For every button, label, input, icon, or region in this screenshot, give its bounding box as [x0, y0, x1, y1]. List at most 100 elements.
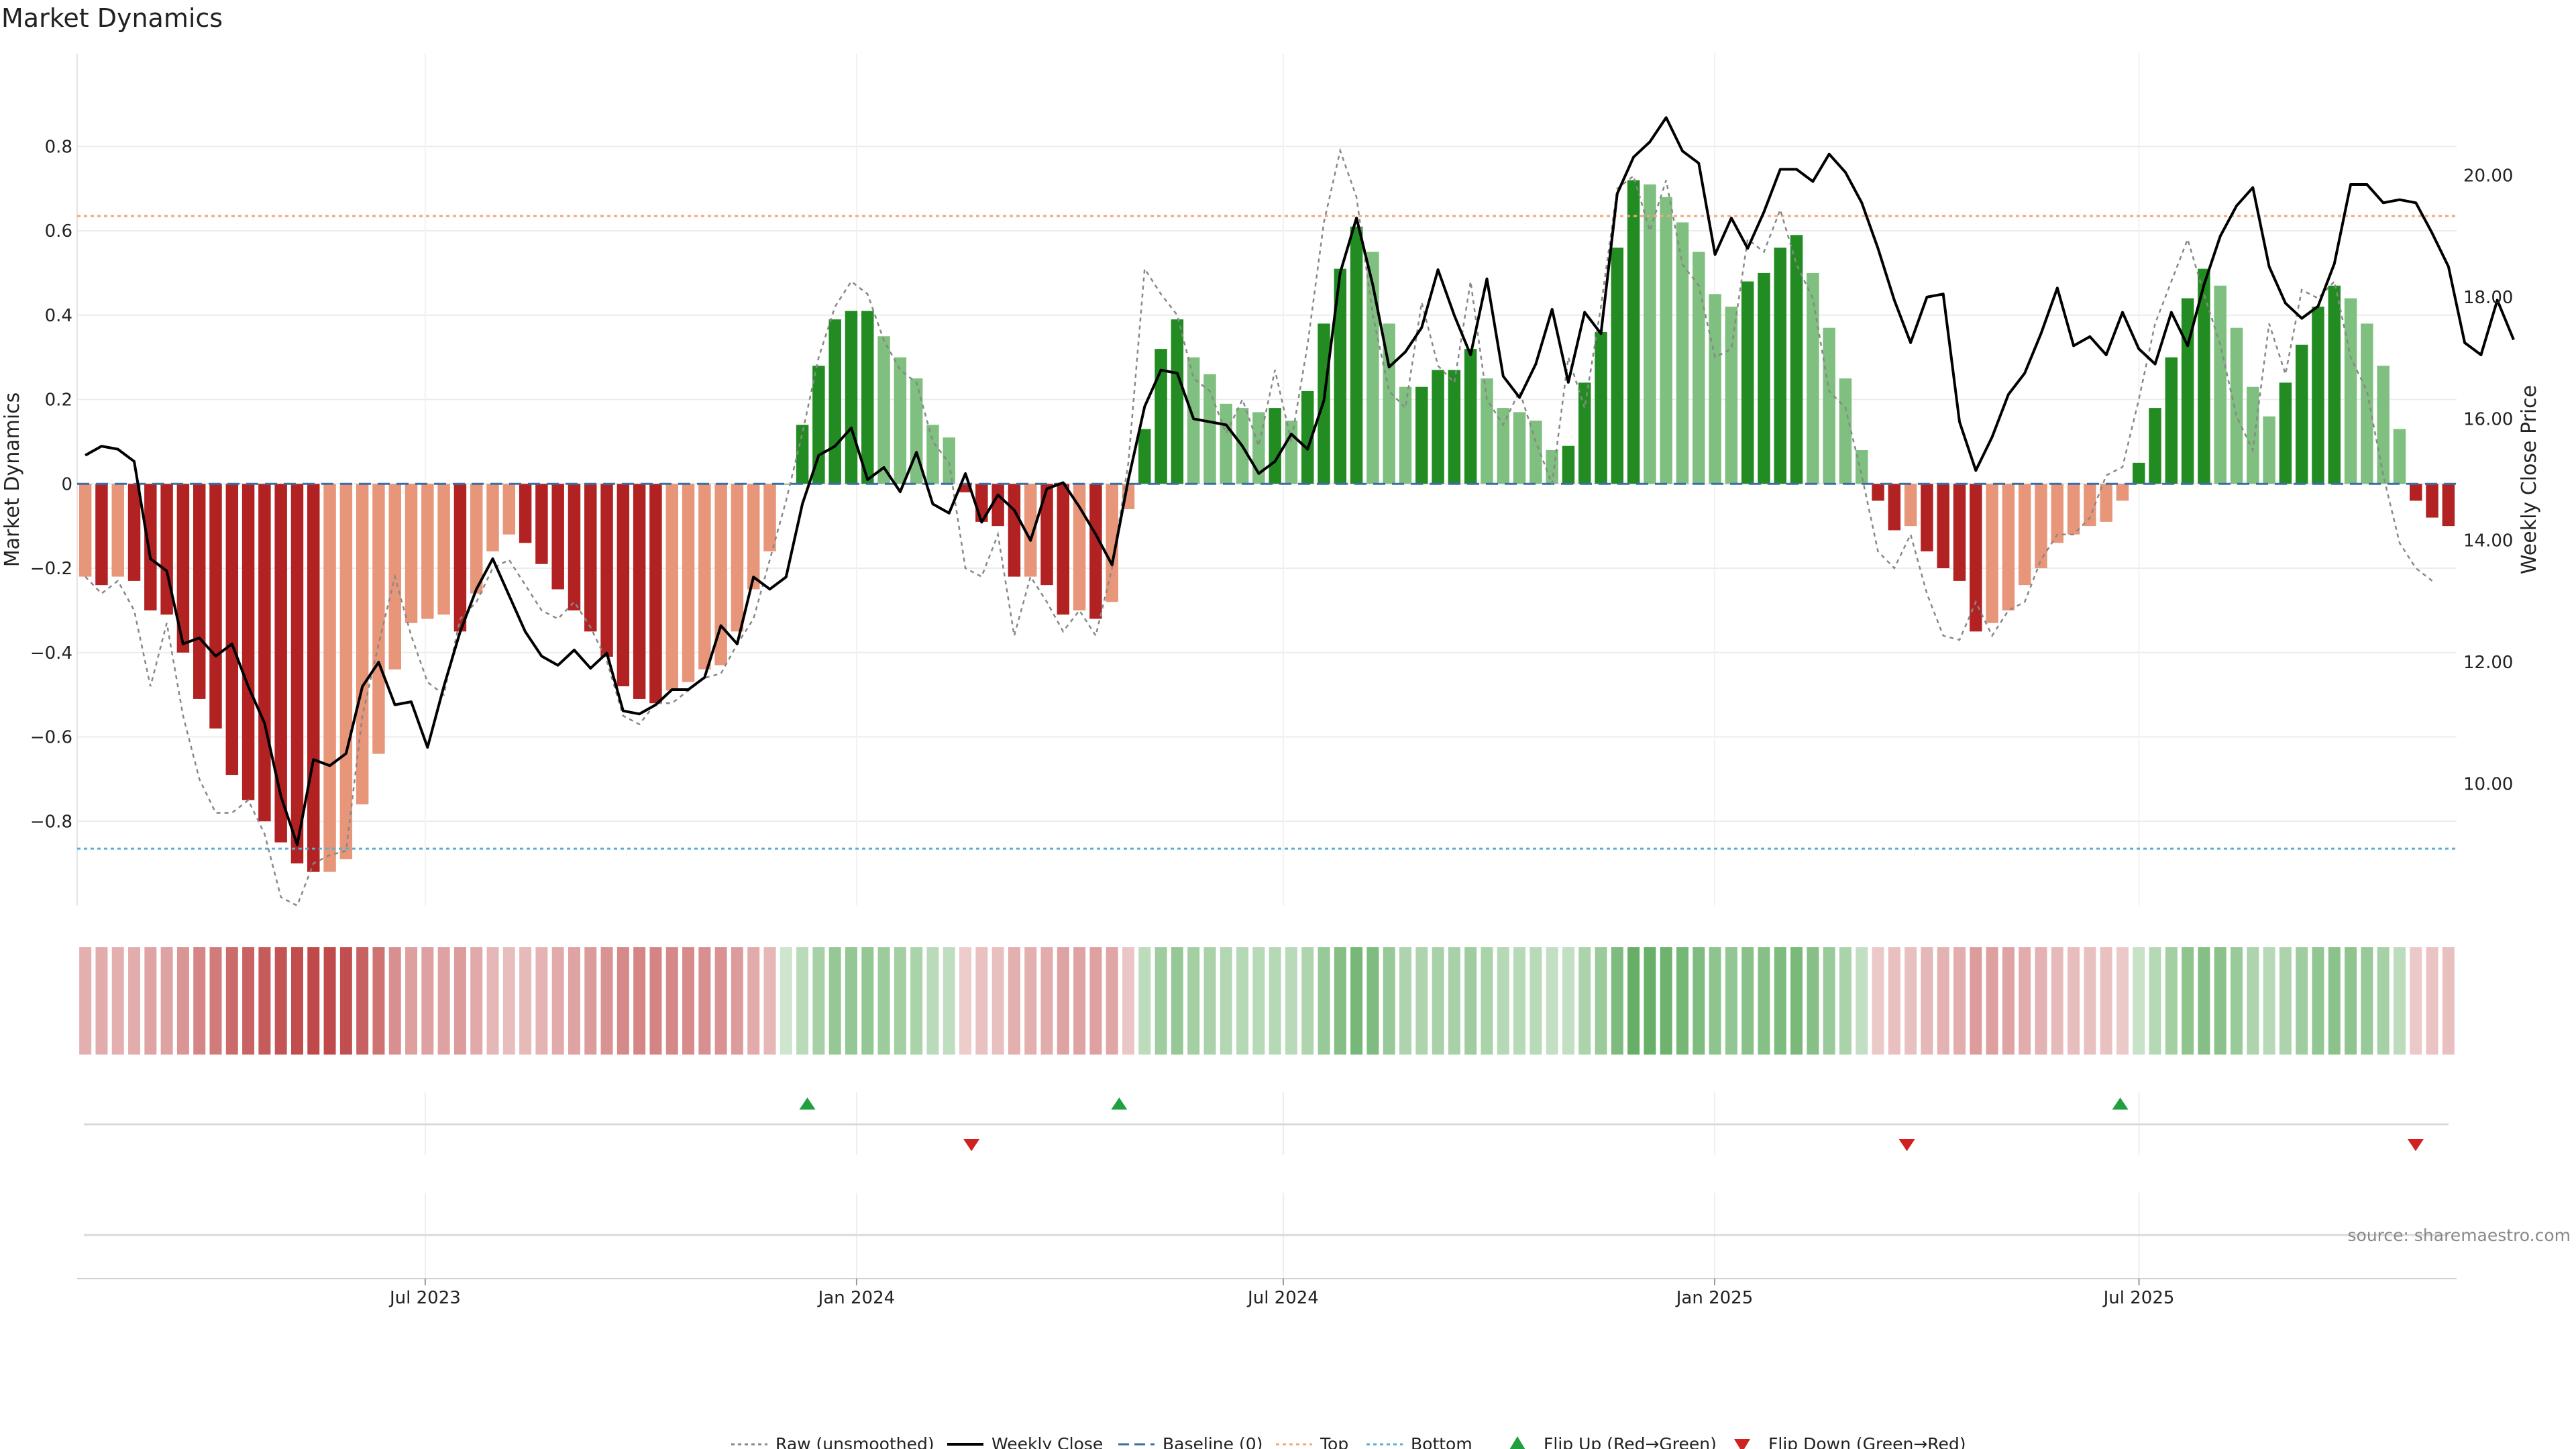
- heat-strip-cell: [519, 947, 532, 1055]
- legend-label: Flip Down (Green→Red): [1768, 1434, 1966, 1449]
- heat-strip-cell: [1464, 947, 1477, 1055]
- heat-strip-cell: [991, 947, 1004, 1055]
- dynamics-bar: [828, 319, 841, 484]
- heat-strip-cell: [665, 947, 678, 1055]
- dynamics-bar: [274, 484, 287, 843]
- dynamics-bar: [1823, 327, 1835, 484]
- dynamics-bar: [682, 484, 695, 682]
- dynamics-bar: [78, 484, 92, 577]
- heat-strip-cell: [1024, 947, 1037, 1055]
- dynamics-bar: [1155, 349, 1167, 484]
- heat-strip-cell: [323, 947, 336, 1055]
- heat-strip-cell: [388, 947, 401, 1055]
- dynamics-bar: [1008, 484, 1021, 577]
- dynamics-bar: [698, 484, 711, 669]
- dynamics-bar: [1921, 484, 1933, 551]
- dynamics-bar: [2116, 484, 2129, 501]
- dynamics-bar: [1676, 222, 1689, 484]
- heat-strip-cell: [2149, 947, 2161, 1055]
- heat-strip-cell: [372, 947, 385, 1055]
- dynamics-bar: [1904, 484, 1917, 527]
- dynamics-bar: [127, 484, 141, 581]
- dynamics-bar: [339, 484, 353, 859]
- heat-strip-cell: [421, 947, 434, 1055]
- heat-strip-cell: [1432, 947, 1444, 1055]
- right-tick-label: 14.00: [2463, 531, 2513, 551]
- dynamics-bar: [2149, 408, 2161, 484]
- dynamics-bar: [323, 484, 336, 872]
- heat-strip-cell: [1774, 947, 1786, 1055]
- heat-strip-cell: [1285, 947, 1297, 1055]
- legend-swatch: [1734, 1439, 1750, 1449]
- left-axis-label: Market Dynamics: [1, 392, 24, 568]
- heat-strip-cell: [79, 947, 92, 1055]
- heat-strip-cell: [2247, 947, 2259, 1055]
- dynamics-bar: [193, 484, 206, 699]
- left-tick-label: −0.4: [30, 643, 72, 663]
- heat-strip-cell: [1448, 947, 1460, 1055]
- heat-strip-cell: [943, 947, 955, 1055]
- heat-strip-cell: [731, 947, 743, 1055]
- heat-strip-cell: [2002, 947, 2015, 1055]
- heat-strip-cell: [1187, 947, 1200, 1055]
- heat-strip-cell: [1301, 947, 1314, 1055]
- chart-title: Market Dynamics: [1, 3, 223, 33]
- dynamics-bar: [894, 357, 907, 484]
- heat-strip-cell: [861, 947, 874, 1055]
- heat-strip-cell: [600, 947, 613, 1055]
- dynamics-bar: [1301, 390, 1314, 484]
- dynamics-bar: [144, 484, 157, 610]
- heat-strip-cell: [747, 947, 760, 1055]
- dynamics-bar: [1970, 484, 1982, 632]
- heat-strip-cell: [2328, 947, 2341, 1055]
- dynamics-bar: [1448, 370, 1461, 484]
- x-axis-ticks: Jul 2023 Jan 2024 Jul 2024 Jan 2025 Jul 2025: [388, 1279, 2174, 1308]
- dynamics-bar: [470, 484, 483, 594]
- dynamics-bar: [2263, 416, 2275, 484]
- dynamics-bar: [1481, 378, 1493, 484]
- x-tick-label: Jan 2025: [1675, 1288, 1754, 1308]
- heat-strip-cell: [453, 947, 466, 1055]
- dynamics-bar: [2328, 285, 2341, 484]
- dynamics-bar: [1888, 484, 1901, 531]
- dynamics-bar: [2002, 484, 2015, 610]
- dynamics-bar: [763, 484, 776, 551]
- heat-strip-cell: [2198, 947, 2210, 1055]
- heat-strip-cell: [1155, 947, 1167, 1055]
- dynamics-bar: [421, 484, 434, 619]
- heat-strip-cell: [339, 947, 352, 1055]
- heat-strip-cell: [1415, 947, 1428, 1055]
- dynamics-bar: [568, 484, 581, 610]
- dynamics-bar: [877, 336, 890, 484]
- heat-strip-cell: [1366, 947, 1379, 1055]
- heat-strip-cell: [2068, 947, 2080, 1055]
- heat-strip-cell: [1252, 947, 1265, 1055]
- heat-strip-cell: [568, 947, 580, 1055]
- heat-strip-cell: [1807, 947, 1819, 1055]
- heat-strip-cell: [1937, 947, 1949, 1055]
- heat-strip-cell: [926, 947, 939, 1055]
- heat-strip-cell: [356, 947, 369, 1055]
- heat-strip-cell: [2442, 947, 2455, 1055]
- heat-strip-cell: [682, 947, 695, 1055]
- heat-strip-cell: [1839, 947, 1851, 1055]
- heat-strip-cell: [780, 947, 792, 1055]
- dynamics-bar: [926, 425, 939, 484]
- heat-strip-cell: [1269, 947, 1281, 1055]
- dynamics-bar: [1399, 386, 1412, 484]
- heat-strip-cell: [1529, 947, 1542, 1055]
- dynamics-bar: [1057, 484, 1070, 615]
- dynamics-bar: [2100, 484, 2112, 522]
- heat-strip-cell: [714, 947, 727, 1055]
- heat-strip-cell: [1220, 947, 1232, 1055]
- heat-strip-cell: [796, 947, 809, 1055]
- heat-strip-cell: [1953, 947, 1966, 1055]
- flip-markers-panel: [84, 1092, 2449, 1155]
- dynamics-bar: [1138, 429, 1151, 484]
- flip-down-marker: [1898, 1139, 1915, 1151]
- heat-strip-cell: [1122, 947, 1134, 1055]
- legend-label: Flip Up (Red→Green): [1544, 1434, 1717, 1449]
- legend-label: Weekly Close: [991, 1434, 1103, 1449]
- dynamics-bar: [209, 484, 222, 729]
